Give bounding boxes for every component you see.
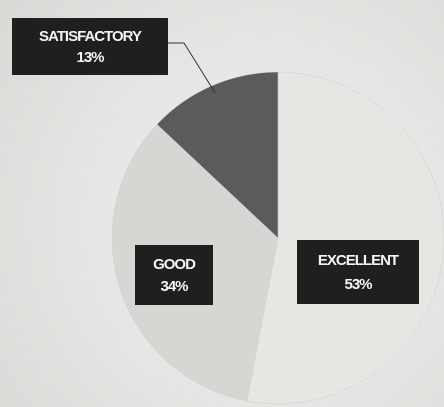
category-label: EXCELLENT <box>318 252 399 269</box>
data-label: SATISFACTORY 13% <box>12 18 168 75</box>
label-box <box>135 245 213 305</box>
data-label: GOOD 34% <box>135 245 213 305</box>
label-box <box>12 18 168 75</box>
label-box <box>297 240 419 304</box>
value-label: 13% <box>76 49 104 66</box>
value-label: 34% <box>160 278 188 295</box>
category-label: SATISFACTORY <box>39 28 142 45</box>
value-label: 53% <box>344 276 372 293</box>
leader-line <box>183 42 216 94</box>
pie-slice <box>246 71 444 405</box>
pie-slice <box>156 71 279 239</box>
data-label: EXCELLENT 53% <box>297 240 419 304</box>
category-label: GOOD <box>153 256 196 273</box>
